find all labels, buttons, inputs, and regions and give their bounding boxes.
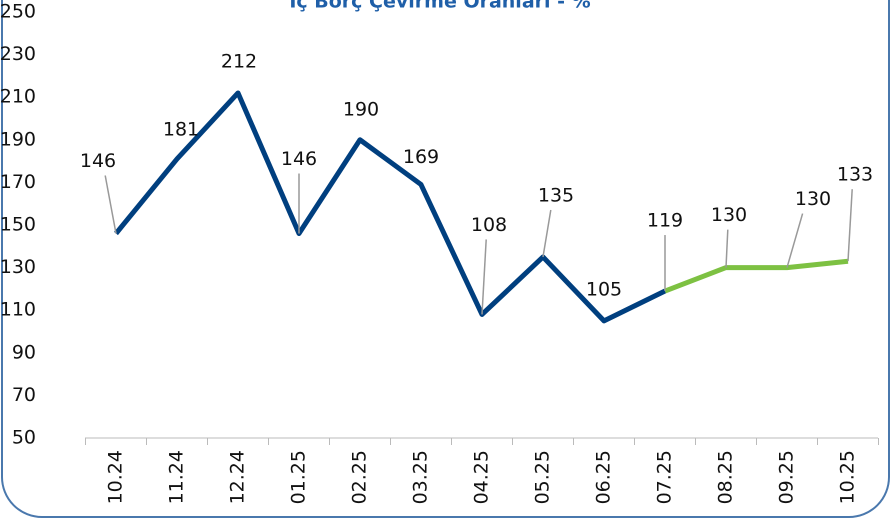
x-tick-label: 05.25	[532, 450, 554, 504]
data-label: 146	[281, 148, 317, 170]
leader-line	[725, 229, 729, 268]
x-tick-label: 10.24	[105, 450, 127, 504]
x-tick-label: 11.24	[166, 450, 188, 504]
y-tick-label: 50	[12, 427, 36, 449]
y-tick-label: 110	[0, 299, 36, 321]
data-label: 190	[343, 98, 379, 120]
y-tick-label: 230	[0, 43, 36, 65]
y-tick-label: 250	[0, 1, 36, 23]
line	[114, 90, 667, 324]
leader-line	[847, 189, 853, 262]
y-tick-label: 210	[0, 86, 36, 108]
data-label: 119	[647, 210, 683, 232]
data-label: 146	[80, 150, 116, 172]
leader-line	[481, 239, 487, 315]
data-label: 169	[403, 146, 439, 168]
y-tick-label: 190	[0, 128, 36, 150]
y-tick-label: 130	[0, 256, 36, 278]
data-label: 133	[837, 164, 873, 186]
data-label: 212	[221, 50, 257, 72]
line	[664, 258, 849, 294]
chart-title: İç Borç Çevirme Oranları - %	[289, 0, 590, 13]
x-tick-label: 03.25	[410, 450, 432, 504]
y-tick-label: 70	[12, 384, 36, 406]
data-label: 130	[711, 204, 747, 226]
x-tick-label: 06.25	[593, 450, 615, 504]
x-tick-label: 01.25	[288, 450, 310, 504]
x-tick-label: 07.25	[654, 450, 676, 504]
leader-line	[542, 209, 552, 258]
x-tick-label: 02.25	[349, 450, 371, 504]
x-tick-label: 08.25	[715, 450, 737, 504]
x-tick-label: 12.24	[227, 450, 249, 504]
data-label: 135	[538, 184, 574, 206]
y-tick-label: 90	[12, 341, 36, 363]
data-label: 130	[795, 188, 831, 210]
leader-line	[104, 175, 117, 234]
x-tick-label: 04.25	[471, 450, 493, 504]
data-label: 108	[471, 214, 507, 236]
y-tick-label: 170	[0, 171, 36, 193]
data-label: 181	[163, 118, 199, 140]
x-tick-label: 09.25	[776, 450, 798, 504]
x-tick-label: 10.25	[837, 450, 859, 504]
y-tick-label: 150	[0, 214, 36, 236]
data-label: 105	[586, 278, 622, 300]
leader-line	[786, 213, 804, 268]
